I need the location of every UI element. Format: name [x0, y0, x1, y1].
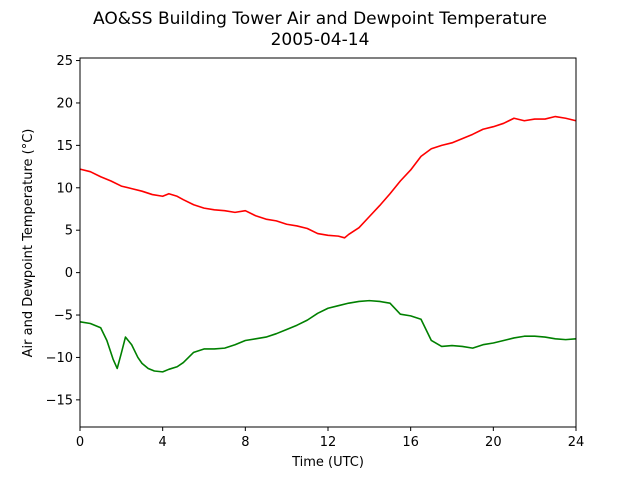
x-tick-label: 20: [485, 435, 502, 450]
chart-title: AO&SS Building Tower Air and Dewpoint Te…: [93, 9, 547, 29]
series-layer: [79, 115, 577, 373]
series-line-2: [79, 299, 577, 373]
x-tick-label: 0: [76, 435, 84, 450]
x-tick-label: 24: [568, 435, 585, 450]
x-tick-label: 12: [320, 435, 337, 450]
y-tick-label: 20: [56, 96, 73, 111]
y-tick-label: 0: [65, 266, 73, 281]
y-tick-label: −10: [46, 351, 73, 366]
y-axis: −15 −10 −5 0 5 10 15 20 25: [46, 54, 80, 408]
x-axis: 0 4 8 12 16 20 24: [76, 427, 584, 450]
y-tick-label: 10: [56, 181, 73, 196]
x-tick-label: 16: [402, 435, 419, 450]
y-tick-label: 25: [56, 54, 73, 69]
y-tick-label: 5: [65, 224, 73, 239]
y-tick-label: −15: [46, 393, 73, 408]
x-tick-label: 4: [159, 435, 167, 450]
series-line-1: [79, 115, 577, 239]
y-tick-label: −5: [54, 309, 73, 324]
y-tick-label: 15: [56, 139, 73, 154]
x-tick-label: 8: [241, 435, 249, 450]
y-axis-label: Air and Dewpoint Temperature (°C): [21, 129, 36, 358]
chart-subtitle: 2005-04-14: [271, 30, 370, 50]
x-axis-label: Time (UTC): [291, 455, 364, 470]
